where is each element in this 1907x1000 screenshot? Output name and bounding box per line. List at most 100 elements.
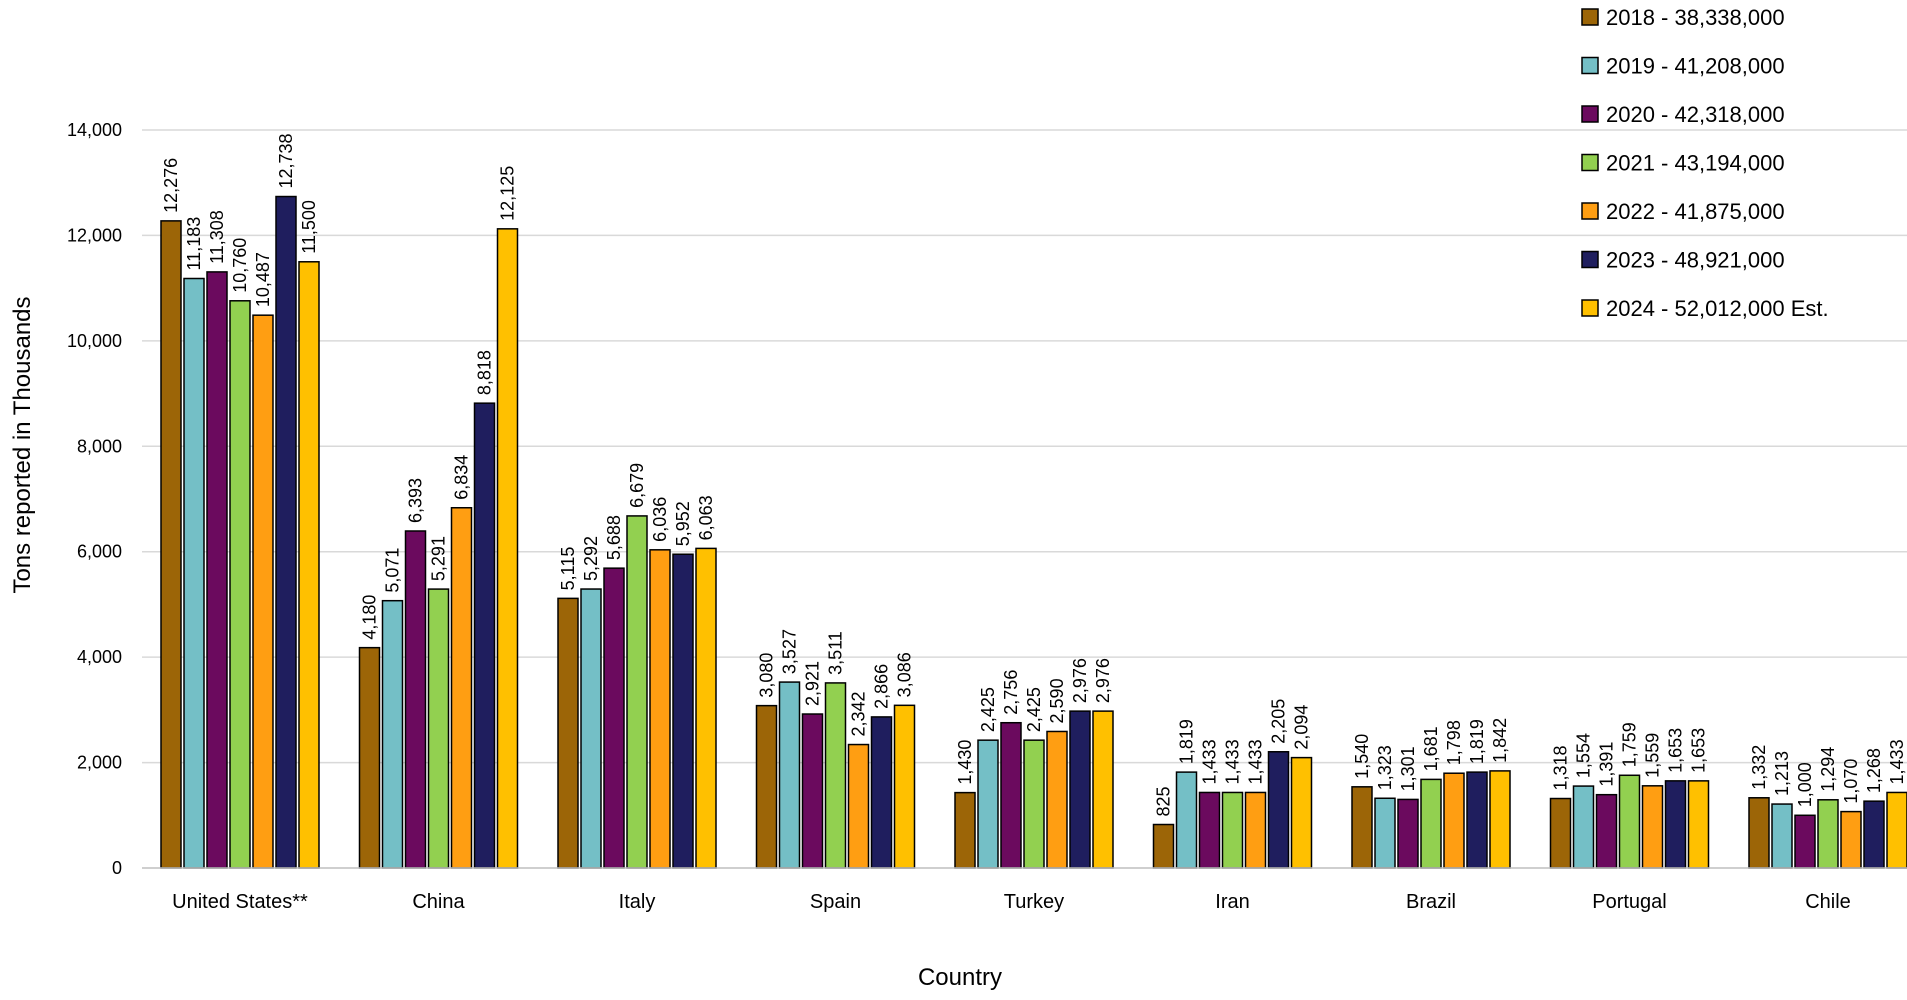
y-tick-label: 10,000 <box>67 331 122 351</box>
bar <box>1572 785 1595 869</box>
data-label: 1,798 <box>1444 720 1464 765</box>
data-label: 2,425 <box>978 687 998 732</box>
y-tick-label: 6,000 <box>77 542 122 562</box>
bar <box>1175 771 1198 869</box>
y-tick-label: 14,000 <box>67 120 122 140</box>
bar <box>160 220 182 869</box>
data-label: 6,834 <box>452 455 472 500</box>
bar <box>1794 814 1816 869</box>
bar <box>275 195 297 869</box>
data-label: 2,976 <box>1070 658 1090 703</box>
data-label: 3,086 <box>895 652 915 697</box>
bar <box>1771 803 1793 869</box>
data-label: 1,433 <box>1246 739 1266 784</box>
data-label: 1,433 <box>1200 739 1220 784</box>
data-label: 1,559 <box>1643 733 1663 778</box>
bar <box>893 704 916 869</box>
bar <box>1466 771 1488 869</box>
data-label: 2,756 <box>1001 670 1021 715</box>
data-label: 825 <box>1154 786 1174 816</box>
data-label: 10,487 <box>253 252 273 307</box>
x-category-label: Spain <box>810 891 861 913</box>
data-label: 1,554 <box>1574 733 1594 778</box>
data-label: 2,342 <box>849 691 869 736</box>
data-label: 1,653 <box>1689 728 1709 773</box>
legend-label: 2021 - 43,194,000 <box>1606 151 1785 176</box>
bar <box>206 271 228 869</box>
bar <box>1267 751 1290 869</box>
data-label: 6,036 <box>650 497 670 542</box>
data-label: 1,681 <box>1421 726 1441 771</box>
x-category-label: Portugal <box>1592 891 1667 913</box>
x-category-label: United States** <box>172 891 308 913</box>
y-axis-title: Tons reported in Thousands <box>9 296 36 593</box>
legend-label: 2019 - 41,208,000 <box>1606 54 1785 79</box>
bar <box>1664 780 1687 869</box>
bar <box>603 567 625 869</box>
bar <box>1443 772 1465 869</box>
data-label: 10,760 <box>230 238 250 293</box>
bar <box>1046 730 1068 869</box>
data-label: 1,759 <box>1620 722 1640 767</box>
data-label: 2,205 <box>1269 699 1289 744</box>
bar <box>1595 793 1618 869</box>
bar <box>404 530 427 869</box>
data-label: 3,527 <box>780 629 800 674</box>
data-label: 1,000 <box>1795 762 1815 807</box>
bar <box>1023 739 1045 869</box>
bar <box>1221 791 1244 869</box>
data-label: 3,080 <box>757 653 777 698</box>
data-label: 12,738 <box>276 133 296 188</box>
data-label: 5,071 <box>383 548 403 593</box>
bar <box>1374 797 1396 869</box>
data-label: 1,842 <box>1490 718 1510 763</box>
data-label: 11,308 <box>207 210 227 264</box>
x-category-label: Chile <box>1805 891 1851 913</box>
y-tick-label: 12,000 <box>67 225 122 245</box>
data-label: 2,866 <box>872 664 892 709</box>
legend-swatch <box>1581 56 1599 75</box>
legend-swatch <box>1581 153 1599 172</box>
legend-label: 2020 - 42,318,000 <box>1606 102 1785 127</box>
bar <box>1244 791 1267 869</box>
y-tick-label: 4,000 <box>77 647 122 667</box>
data-label: 1,391 <box>1597 742 1617 787</box>
data-label: 12,125 <box>498 166 518 221</box>
bar <box>1351 786 1373 869</box>
data-label: 3,511 <box>826 631 846 675</box>
bar <box>672 553 694 869</box>
data-label: 1,433 <box>1223 739 1243 784</box>
bar <box>298 261 320 869</box>
bar <box>977 739 999 869</box>
bar <box>1549 797 1572 869</box>
data-label: 5,292 <box>581 536 601 581</box>
bar <box>252 314 274 869</box>
legend-label: 2024 - 52,012,000 Est. <box>1606 296 1829 321</box>
y-tick-label: 8,000 <box>77 436 122 456</box>
data-label: 8,818 <box>475 350 495 395</box>
legend-swatch <box>1581 202 1599 220</box>
bar <box>473 402 496 869</box>
data-label: 4,180 <box>360 595 380 640</box>
bar <box>1092 710 1114 869</box>
data-label: 6,063 <box>696 495 716 540</box>
x-category-label: Italy <box>619 891 656 913</box>
data-label: 5,688 <box>604 515 624 560</box>
data-label: 1,819 <box>1177 719 1197 764</box>
x-category-label: Brazil <box>1406 891 1456 913</box>
bar <box>1069 710 1091 869</box>
data-label: 1,819 <box>1467 719 1487 764</box>
bar <box>801 713 824 869</box>
bar <box>183 277 205 869</box>
data-label: 2,921 <box>803 661 823 706</box>
bar <box>1397 798 1419 869</box>
data-label: 1,318 <box>1551 745 1571 790</box>
bar <box>496 228 519 869</box>
data-label: 1,430 <box>955 740 975 785</box>
data-label: 1,070 <box>1841 759 1861 804</box>
legend-swatch <box>1581 299 1599 317</box>
legend-label: 2022 - 41,875,000 <box>1606 199 1785 224</box>
bar <box>626 515 648 869</box>
legend-label: 2018 - 38,338,000 <box>1606 5 1785 30</box>
bar <box>778 681 801 869</box>
